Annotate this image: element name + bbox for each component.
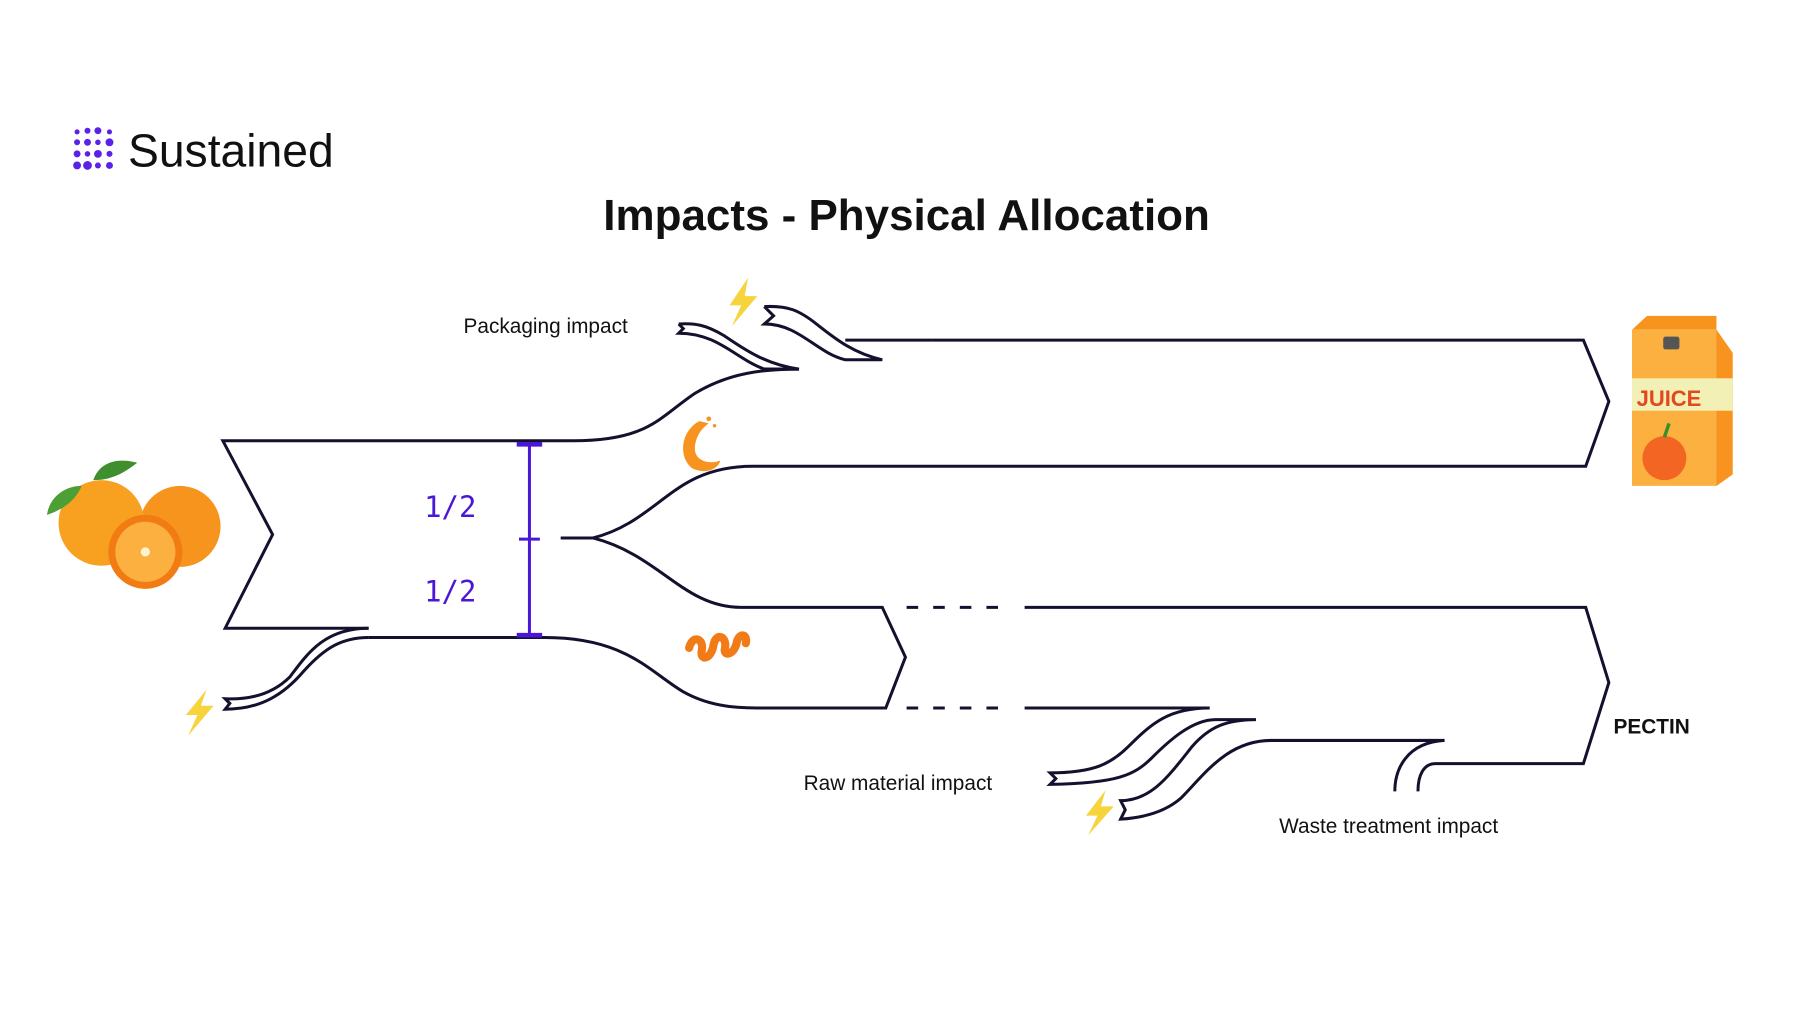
allocation-lower: 1/2 — [424, 575, 476, 609]
allocation-bar — [516, 441, 543, 638]
packaging-impact-label: Packaging impact — [463, 315, 627, 338]
pectin-label: PECTIN — [1613, 715, 1689, 738]
lightning-icon — [1085, 790, 1114, 836]
pectin-flow — [1024, 605, 1611, 821]
raw-material-impact-label: Raw material impact — [804, 772, 993, 795]
waste-treatment-impact-label: Waste treatment impact — [1279, 815, 1498, 838]
oranges-image — [46, 460, 221, 589]
juice-splash-icon — [683, 416, 721, 472]
orange-peel-icon — [685, 631, 751, 662]
input-flow-bottom — [368, 536, 908, 710]
page-title: Impacts - Physical Allocation — [603, 191, 1210, 240]
bottom-left-energy-input — [221, 626, 369, 711]
juice-carton-image: JUICE — [1631, 315, 1733, 486]
allocation-upper: 1/2 — [424, 490, 476, 524]
lightning-icon — [729, 277, 758, 327]
input-flow — [220, 367, 800, 630]
juice-flow-bottom — [592, 338, 1611, 540]
packaging-ribbon-2 — [760, 304, 933, 362]
lightning-icon — [185, 689, 214, 736]
sustained-logo — [73, 127, 114, 170]
brand-name: Sustained — [128, 125, 334, 177]
juice-label: JUICE — [1637, 386, 1702, 411]
packaging-ribbon-1 — [675, 322, 800, 371]
